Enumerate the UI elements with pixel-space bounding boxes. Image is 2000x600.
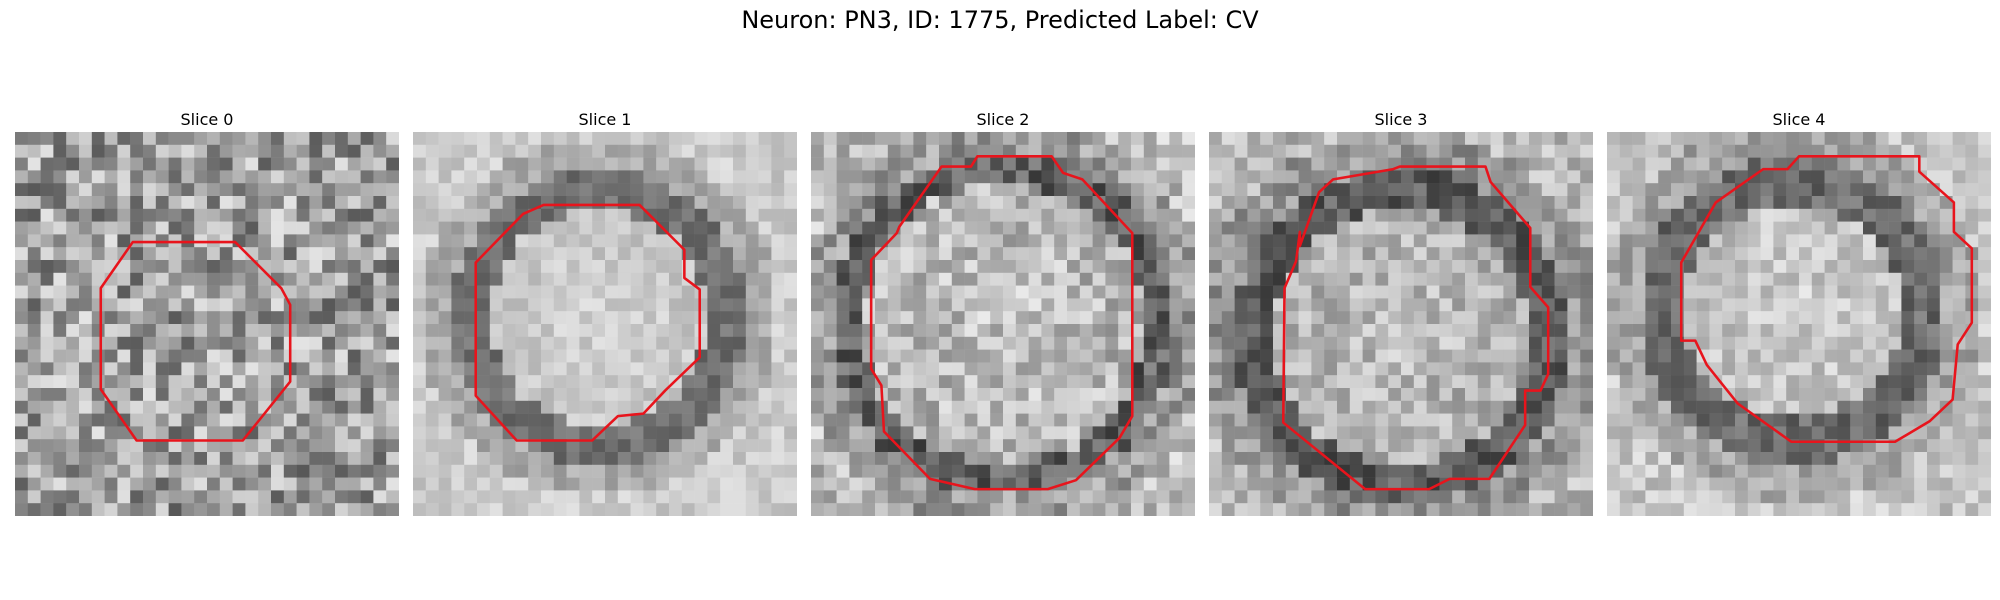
contour-outline (1281, 165, 1550, 491)
slice-panel-1: Slice 1 (413, 108, 797, 516)
slice-panel-0: Slice 0 (15, 108, 399, 516)
contour-outline (869, 155, 1134, 491)
contour-outline (99, 240, 292, 442)
slice-image (1209, 132, 1593, 516)
slice-image (413, 132, 797, 516)
slice-image (15, 132, 399, 516)
figure-title: Neuron: PN3, ID: 1775, Predicted Label: … (741, 6, 1259, 34)
slice-title: Slice 2 (976, 110, 1030, 129)
slice-panel-3: Slice 3 (1209, 108, 1593, 516)
slice-title: Slice 4 (1772, 110, 1826, 129)
slice-image (1607, 132, 1991, 516)
contour-outline (1679, 155, 1974, 444)
slice-panel-4: Slice 4 (1607, 108, 1991, 516)
slice-title: Slice 0 (180, 110, 234, 129)
slice-title: Slice 3 (1374, 110, 1428, 129)
slice-image (811, 132, 1195, 516)
slice-title: Slice 1 (578, 110, 632, 129)
contour-outline (474, 203, 701, 442)
slice-panel-2: Slice 2 (811, 108, 1195, 516)
